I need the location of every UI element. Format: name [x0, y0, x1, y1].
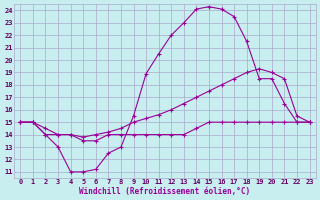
X-axis label: Windchill (Refroidissement éolien,°C): Windchill (Refroidissement éolien,°C): [79, 187, 251, 196]
